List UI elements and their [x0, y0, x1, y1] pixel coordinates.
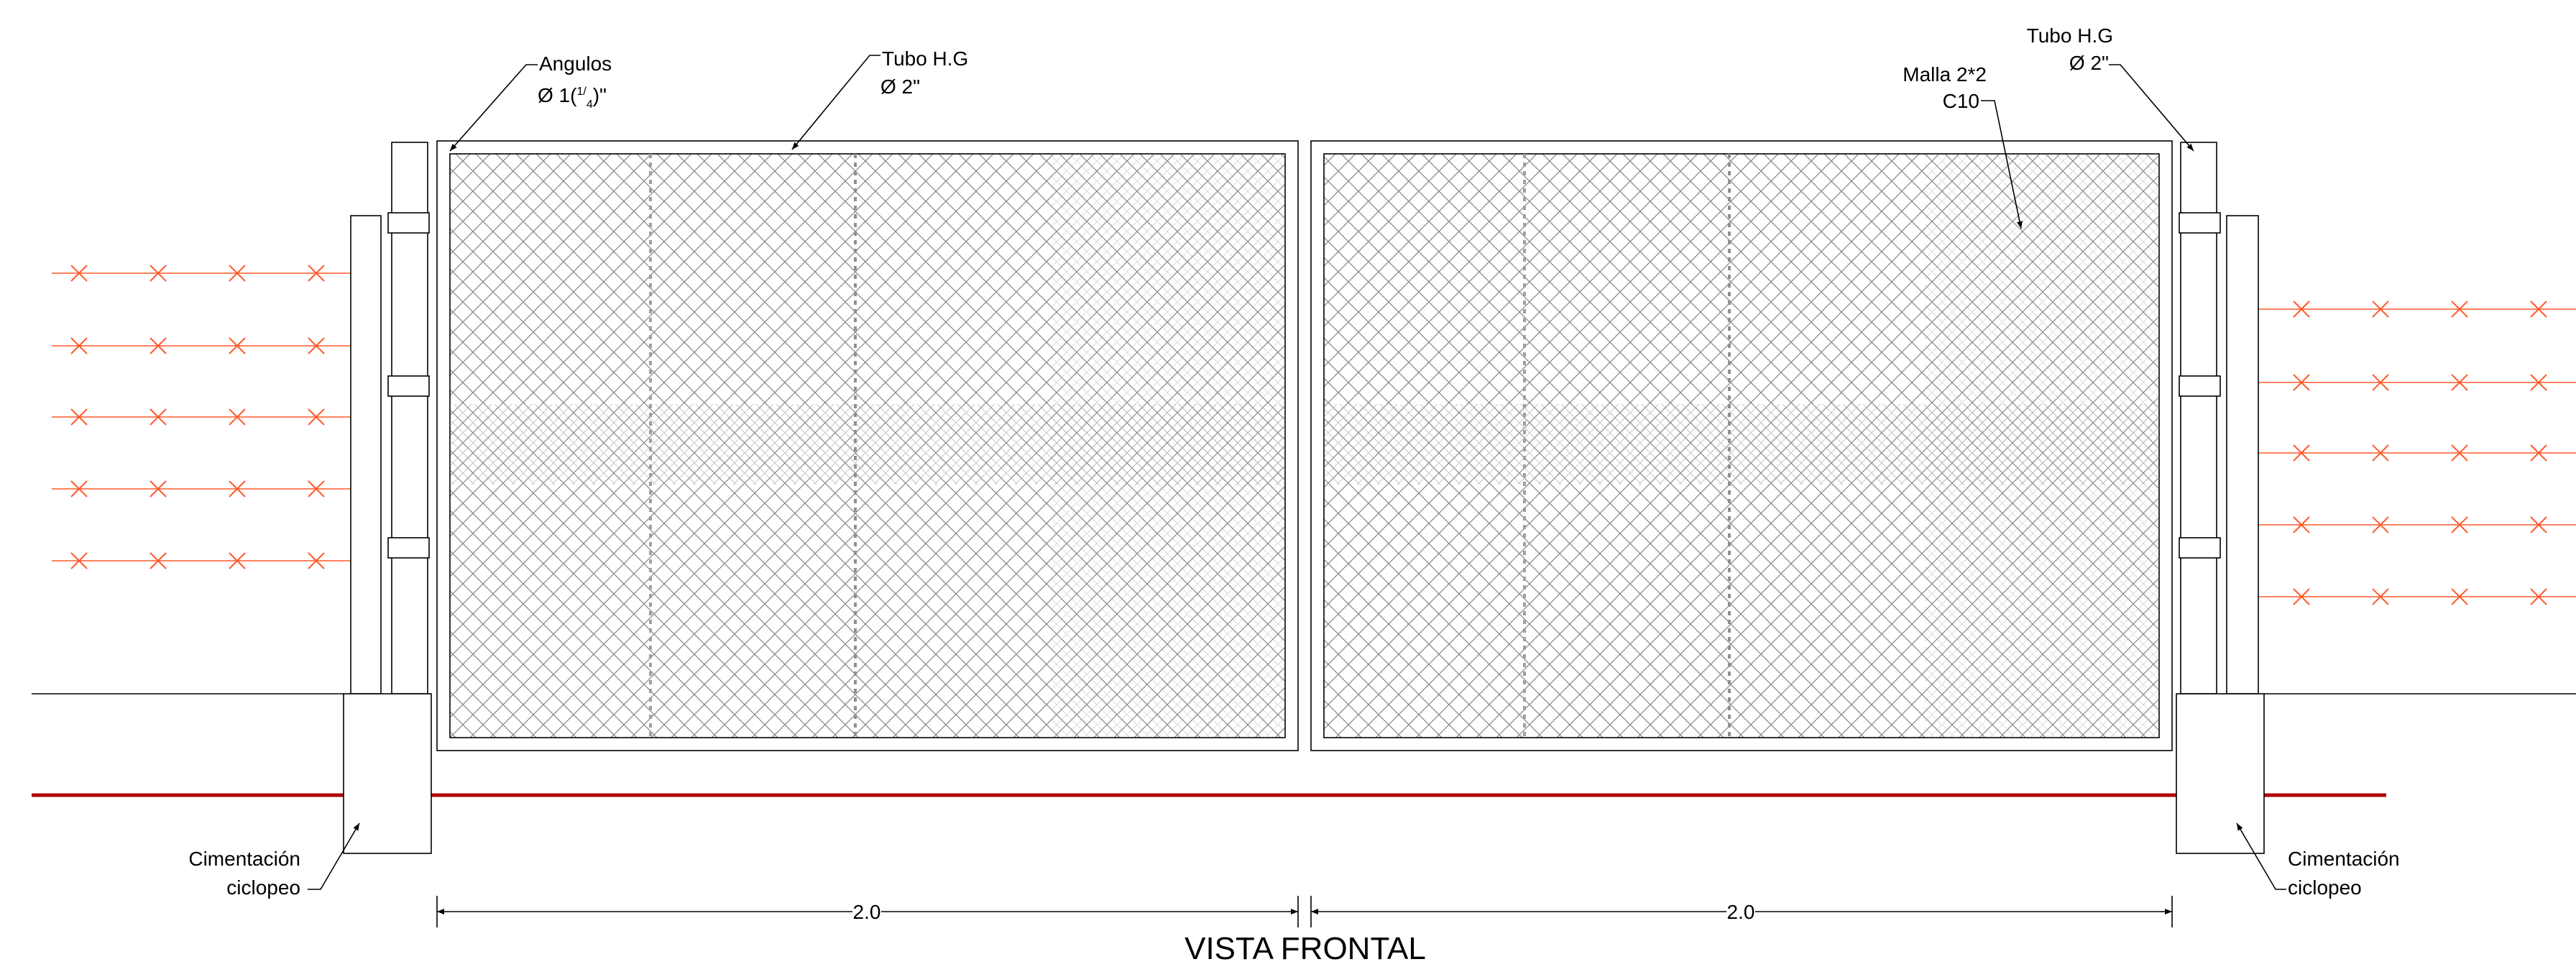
barb-mark: [2451, 588, 2468, 605]
barbed-wire-left: [52, 265, 351, 569]
barb-mark: [2293, 374, 2310, 391]
label-cim-left-line2: ciclopeo: [226, 876, 300, 899]
barb-mark: [2451, 301, 2468, 318]
label-tubo-left-line2: Ø 2": [880, 75, 920, 98]
barb-mark: [2372, 588, 2389, 605]
dimension-left-value: 2.0: [853, 901, 881, 923]
label-tubo-left-line1: Tubo H.G: [882, 47, 968, 70]
gate-leaf-left: [436, 140, 1299, 751]
barb-mark: [150, 408, 167, 426]
barb-mark: [2372, 374, 2389, 391]
barb-mark: [2372, 444, 2389, 462]
left-post-assembly: [343, 142, 432, 854]
leader-tubo-right: [2109, 64, 2194, 152]
dimension-right-value: 2.0: [1727, 901, 1755, 923]
barb-mark: [70, 552, 88, 569]
leader-malla: [1981, 100, 2023, 229]
barb-mark: [308, 337, 325, 354]
barb-mark: [2530, 374, 2547, 391]
leader-cim-right: [2236, 822, 2286, 890]
barb-mark: [2293, 516, 2310, 533]
barb-mark: [229, 480, 246, 498]
drawing-title: VISTA FRONTAL: [1184, 931, 1426, 966]
right-hinge-1: [2179, 212, 2221, 234]
leader-tubo-left: [791, 55, 880, 150]
barb-mark: [70, 265, 88, 282]
left-hinge-3: [387, 537, 430, 559]
barbed-wire-right: [2258, 301, 2576, 605]
barb-mark: [229, 337, 246, 354]
barb-mark: [2451, 444, 2468, 462]
barb-mark: [2372, 301, 2389, 318]
barb-mark: [2451, 374, 2468, 391]
barb-mark: [70, 480, 88, 498]
barb-mark: [2293, 301, 2310, 318]
barb-mark: [150, 552, 167, 569]
barb-mark: [229, 265, 246, 282]
label-angulos-line2: Ø 1(1/4)": [538, 84, 607, 111]
barb-mark: [2451, 516, 2468, 533]
label-cim-left-line1: Cimentación: [188, 848, 300, 870]
right-hinge-3: [2179, 537, 2221, 559]
right-post-assembly: [2176, 142, 2265, 854]
barb-mark: [2293, 588, 2310, 605]
left-hinge-1: [387, 212, 430, 234]
dimension-lines: [436, 896, 2173, 927]
barb-mark: [308, 552, 325, 569]
label-malla-line2: C10: [1943, 90, 1979, 112]
annotation-labels: Angulos Ø 1(1/4)" Tubo H.G Ø 2" Tubo H.G…: [188, 24, 2399, 966]
right-hinge-2: [2179, 375, 2221, 397]
barb-mark: [150, 480, 167, 498]
left-hinge-post: [391, 142, 428, 694]
right-hinge-post: [2180, 142, 2217, 694]
label-cim-right-line1: Cimentación: [2288, 848, 2400, 870]
right-outer-post: [2226, 215, 2259, 694]
barb-mark: [2372, 516, 2389, 533]
barb-mark: [150, 337, 167, 354]
leader-angulos: [449, 64, 538, 152]
barb-mark: [70, 337, 88, 354]
left-foundation: [343, 693, 432, 854]
barb-mark: [2530, 444, 2547, 462]
leader-lines: [308, 55, 2286, 890]
left-hinge-2: [387, 375, 430, 397]
barb-mark: [308, 408, 325, 426]
barb-mark: [229, 408, 246, 426]
barb-mark: [308, 480, 325, 498]
label-angulos-line1: Angulos: [539, 52, 612, 75]
label-tubo-right-line1: Tubo H.G: [2027, 24, 2113, 47]
barb-mark: [70, 408, 88, 426]
left-outer-post: [350, 215, 382, 694]
right-foundation: [2176, 693, 2265, 854]
barb-mark: [2530, 516, 2547, 533]
barb-mark: [229, 552, 246, 569]
label-malla-line1: Malla 2*2: [1903, 63, 1987, 86]
gate-leaf-right: [1310, 140, 2173, 751]
barb-mark: [308, 265, 325, 282]
label-tubo-right-line2: Ø 2": [2069, 52, 2109, 74]
label-cim-right-line2: ciclopeo: [2288, 876, 2362, 899]
barb-mark: [2530, 301, 2547, 318]
barb-mark: [150, 265, 167, 282]
leader-cim-left: [308, 822, 360, 890]
barb-mark: [2293, 444, 2310, 462]
barb-mark: [2530, 588, 2547, 605]
